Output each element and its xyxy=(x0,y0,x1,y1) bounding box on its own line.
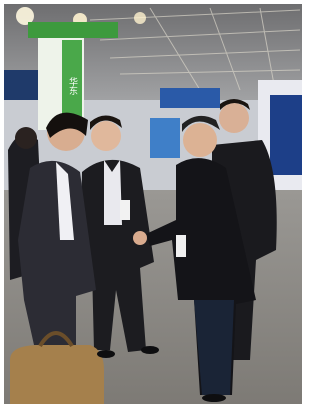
person-head xyxy=(15,127,37,149)
badge xyxy=(120,200,130,220)
shoe xyxy=(97,350,115,358)
bag xyxy=(10,345,104,404)
pillar-text: 华东 xyxy=(67,76,78,95)
booth-sign xyxy=(4,70,38,100)
booth-panel xyxy=(270,95,302,175)
shoe xyxy=(141,346,159,354)
person-head xyxy=(183,123,217,157)
photo: 华东 xyxy=(0,0,306,408)
shoe xyxy=(202,394,226,402)
scene: 华东 xyxy=(4,4,302,404)
page: 华东 (() => { const data xyxy=(0,0,306,408)
badge xyxy=(176,235,186,257)
person-head xyxy=(219,103,249,133)
screen xyxy=(150,118,180,158)
person-head xyxy=(91,121,121,151)
pillar-top xyxy=(28,22,118,38)
booth-sign xyxy=(160,88,220,108)
hands xyxy=(133,231,147,245)
light xyxy=(134,12,146,24)
